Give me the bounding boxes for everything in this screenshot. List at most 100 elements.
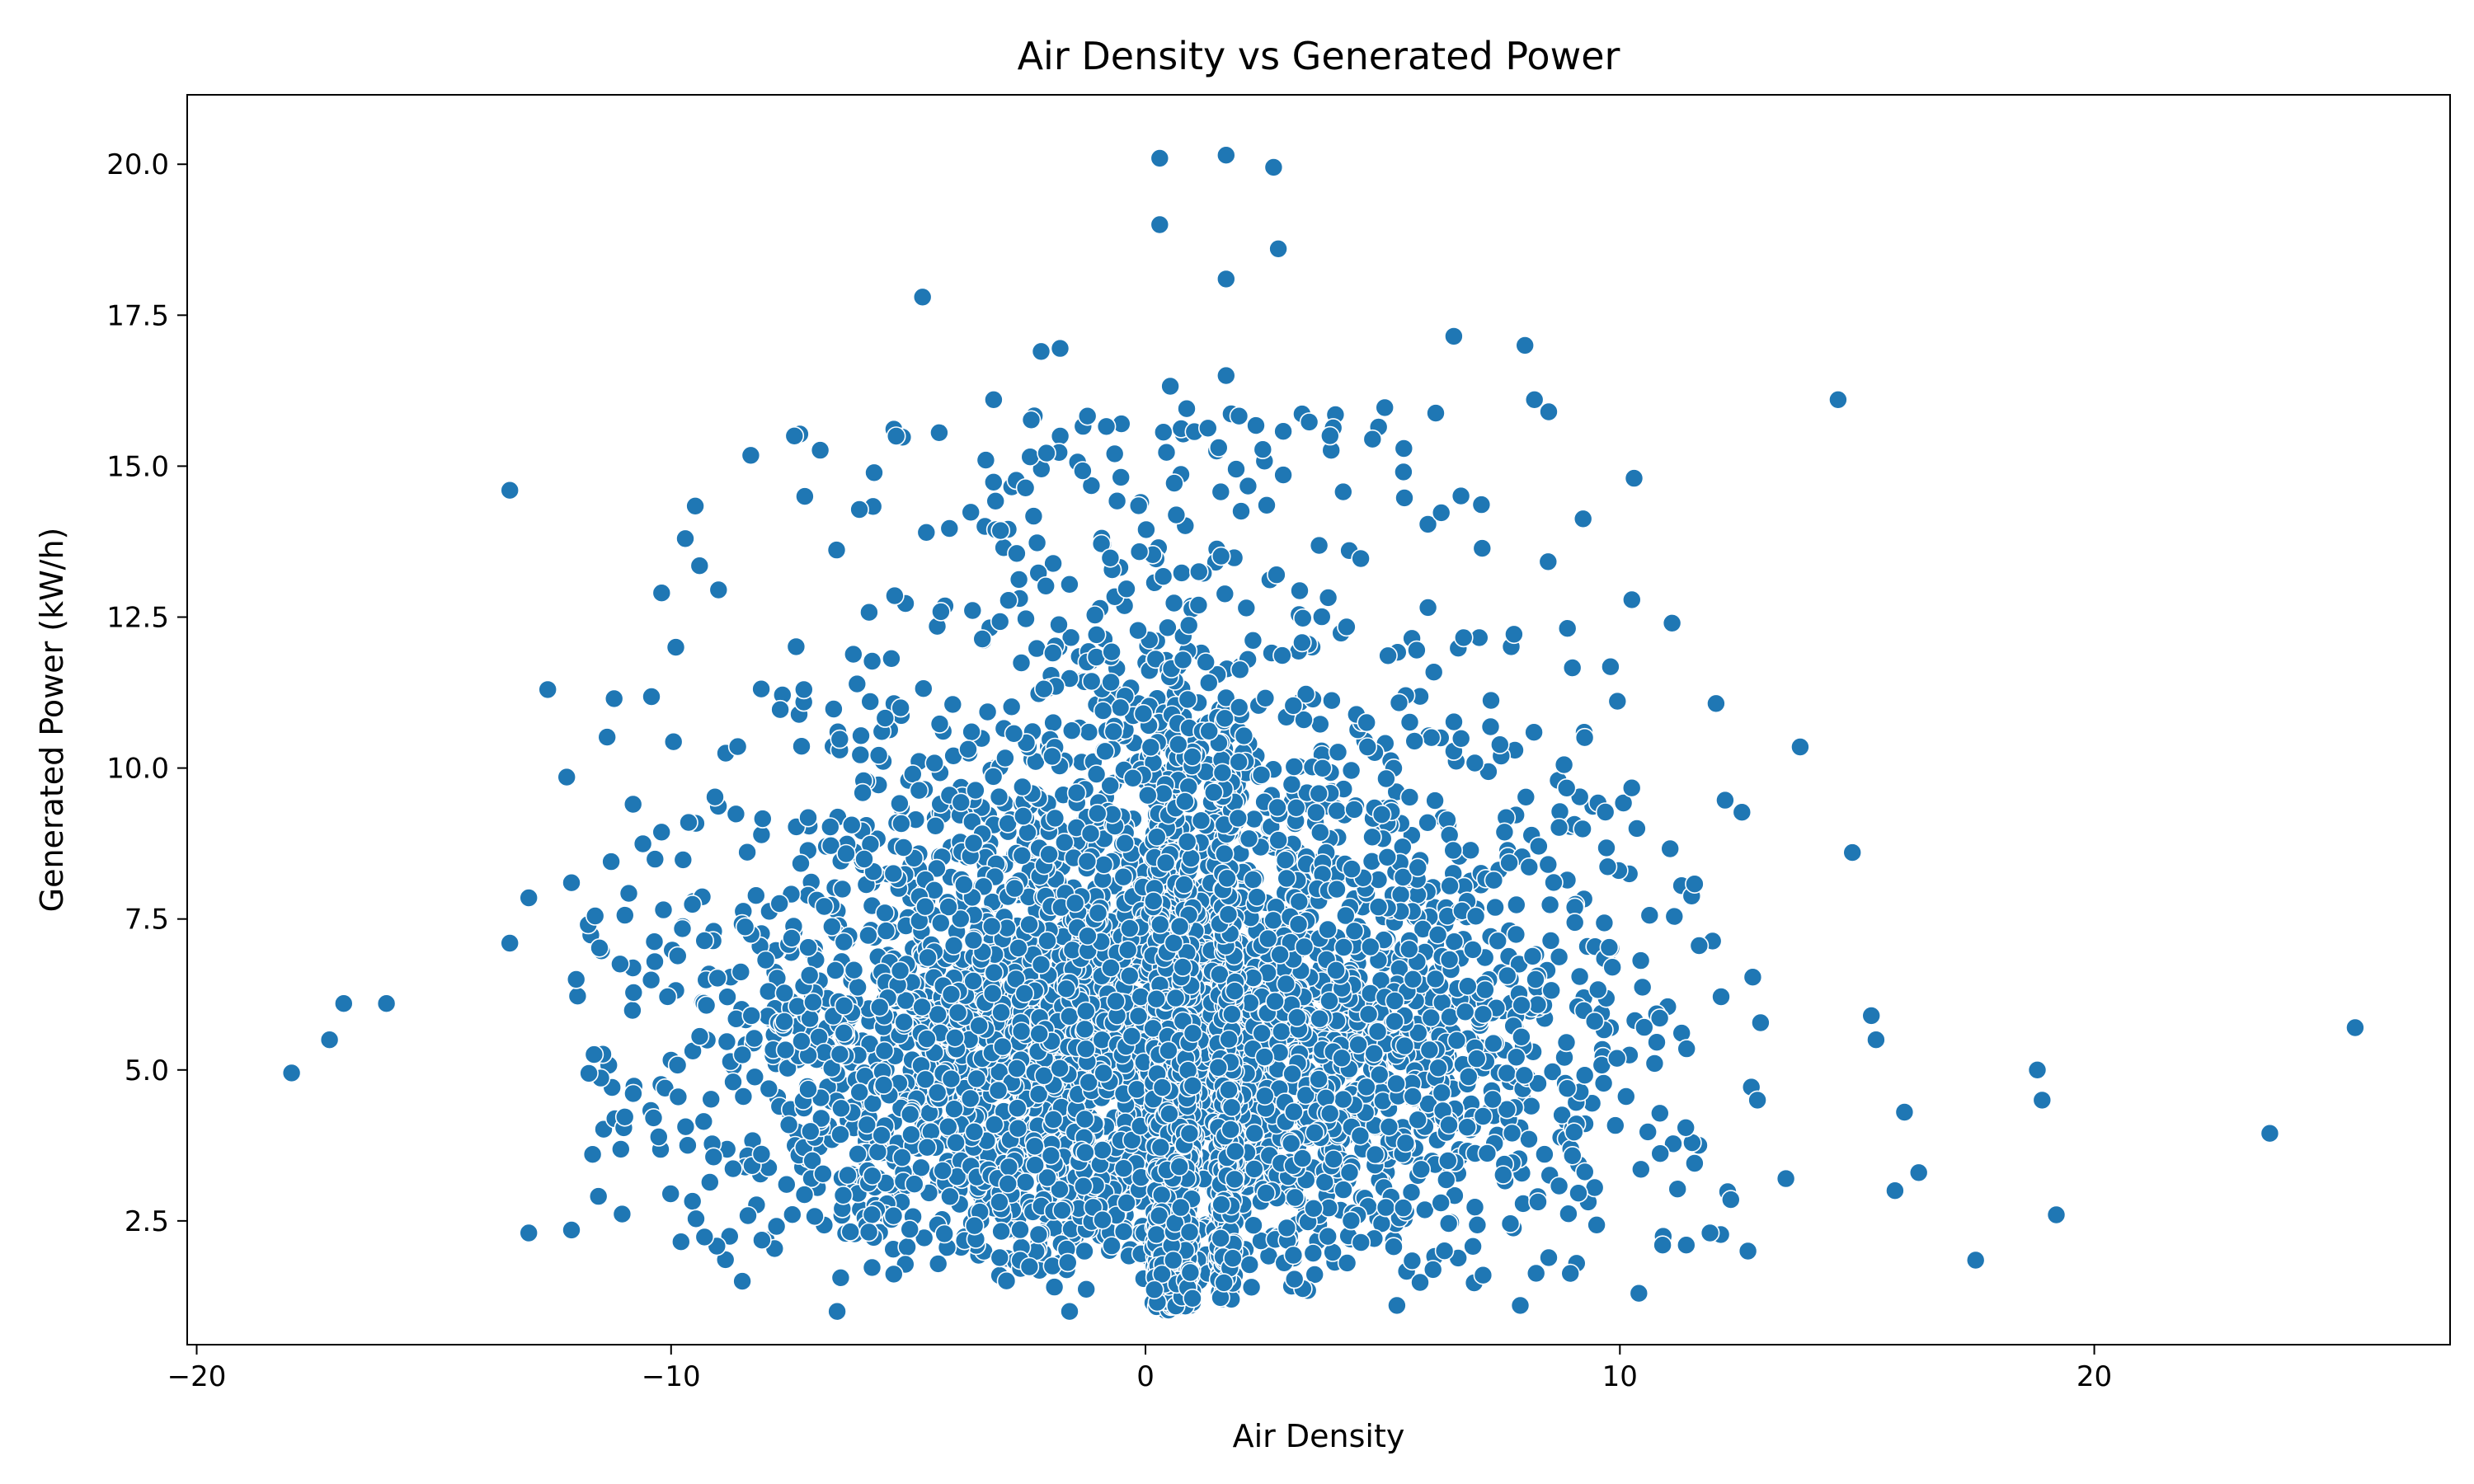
scatter-point: [717, 987, 737, 1007]
scatter-point: [1074, 1176, 1094, 1196]
scatter-point: [1588, 979, 1608, 1000]
scatter-point: [1394, 462, 1413, 482]
scatter-point: [1198, 418, 1218, 439]
scatter-point: [643, 1108, 664, 1128]
scatter-point: [738, 1205, 758, 1226]
scatter-point: [1172, 563, 1192, 583]
scatter-point: [1019, 914, 1039, 935]
scatter-point: [769, 894, 790, 913]
scatter-point: [1554, 754, 1574, 775]
scatter-point: [1597, 857, 1618, 877]
scatter-point: [641, 970, 661, 990]
scatter-point: [1077, 852, 1098, 871]
scatter-point: [1061, 627, 1081, 648]
scatter-point: [1211, 546, 1231, 566]
scatter-point: [1088, 803, 1108, 824]
scatter-point: [1143, 1018, 1163, 1039]
scatter-point: [1144, 891, 1164, 911]
scatter-point: [1407, 640, 1427, 660]
scatter-point: [1152, 1264, 1172, 1284]
scatter-point: [988, 1080, 1009, 1101]
scatter-point: [918, 947, 938, 968]
scatter-point: [1751, 1012, 1771, 1033]
scatter-point: [1483, 1089, 1503, 1110]
scatter-point: [696, 995, 717, 1016]
scatter-point: [1493, 1165, 1513, 1185]
scatter-point: [1228, 808, 1249, 829]
scatter-point: [1358, 1004, 1379, 1025]
scatter-point: [1223, 1248, 1243, 1268]
scatter-point: [1423, 662, 1444, 683]
scatter-point: [1650, 1144, 1670, 1163]
scatter-point: [1540, 931, 1561, 951]
scatter-point: [1458, 976, 1478, 996]
scatter-point: [1322, 690, 1342, 711]
scatter-point: [1133, 703, 1154, 724]
scatter-point: [726, 804, 746, 824]
scatter-point: [883, 863, 904, 884]
scatter-point: [1502, 1123, 1522, 1144]
scatter-point: [1093, 701, 1113, 721]
scatter-point: [1100, 547, 1121, 568]
scatter-point: [933, 1161, 952, 1181]
scatter-point: [1275, 850, 1296, 870]
scatter-point: [774, 983, 795, 1003]
scatter-point: [1333, 1180, 1353, 1200]
scatter-point: [1100, 776, 1120, 796]
scatter-point: [1437, 1170, 1456, 1190]
scatter-point: [1128, 620, 1148, 641]
scatter-point: [701, 1089, 722, 1110]
scatter-point: [894, 1012, 914, 1032]
scatter-point: [1225, 1169, 1244, 1190]
scatter-point: [1294, 710, 1314, 730]
scatter-point: [1632, 977, 1653, 998]
scatter-point: [1455, 1002, 1475, 1022]
scatter-point: [1411, 1159, 1432, 1180]
scatter-point: [1079, 1073, 1098, 1092]
scatter-point: [1428, 1058, 1448, 1078]
scatter-point: [1333, 1089, 1353, 1110]
scatter-point: [590, 938, 609, 958]
scatter-point: [597, 727, 618, 747]
scatter-point: [925, 815, 946, 836]
scatter-point: [985, 491, 1005, 511]
scatter-point: [1180, 1262, 1201, 1283]
scatter-point: [1151, 1185, 1172, 1205]
scatter-point: [799, 965, 820, 985]
scatter-point: [1472, 538, 1493, 558]
scatter-point: [614, 905, 635, 925]
scatter-point: [1506, 1047, 1526, 1068]
scatter-point: [1721, 1190, 1741, 1209]
scatter-point: [886, 426, 906, 446]
scatter-point: [759, 1078, 779, 1099]
scatter-point: [670, 1232, 691, 1252]
scatter-point: [1348, 1035, 1368, 1054]
scatter-point: [618, 883, 639, 904]
scatter-point: [1318, 919, 1338, 940]
scatter-point: [1043, 553, 1063, 574]
scatter-point: [849, 1082, 869, 1102]
scatter-point: [911, 1158, 931, 1178]
scatter-point: [1037, 931, 1057, 951]
scatter-point: [939, 519, 960, 538]
scatter-point: [1174, 875, 1194, 895]
scatter-point: [1043, 1110, 1064, 1129]
scatter-point: [1093, 1140, 1112, 1160]
scatter-point: [1519, 857, 1540, 877]
scatter-point: [1154, 422, 1174, 443]
scatter-point: [1350, 1125, 1371, 1146]
scatter-point: [1504, 624, 1524, 645]
scatter-point: [1219, 1029, 1239, 1050]
scatter-point: [1294, 937, 1315, 957]
scatter-point: [1086, 764, 1107, 784]
scatter-point: [964, 1122, 985, 1142]
scatter-point: [917, 1137, 938, 1158]
scatter-point: [1076, 1280, 1096, 1299]
scatter-point: [969, 1016, 989, 1036]
scatter-point: [820, 817, 840, 837]
scatter-point: [1402, 1251, 1423, 1271]
scatter-point: [685, 495, 705, 516]
scatter-point: [813, 1164, 833, 1184]
scatter-point: [1481, 690, 1501, 711]
scatter-point: [962, 721, 981, 742]
